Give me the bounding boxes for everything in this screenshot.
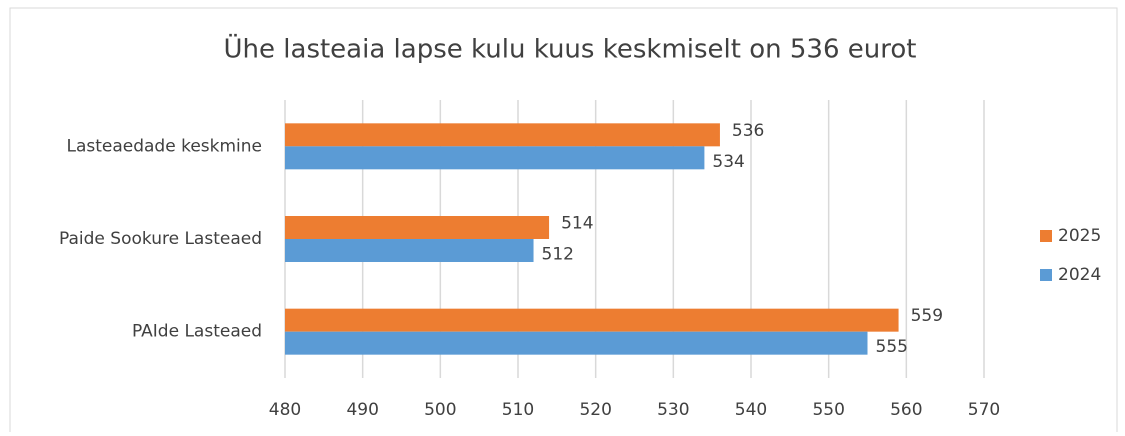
y-tick-label: Paide Sookure Lasteaed — [59, 229, 262, 249]
data-label: 514 — [561, 214, 593, 234]
bar — [285, 308, 899, 332]
x-tick-label: 490 — [346, 400, 378, 420]
bar — [285, 331, 868, 355]
bar — [285, 239, 534, 262]
x-tick-label: 560 — [890, 400, 922, 420]
legend-swatch — [1040, 230, 1052, 242]
legend-swatch — [1040, 269, 1052, 281]
bar — [285, 123, 720, 147]
bar — [285, 146, 705, 170]
data-label: 512 — [542, 245, 574, 265]
data-label: 534 — [712, 152, 744, 172]
data-label: 559 — [911, 306, 943, 326]
y-tick-label: PAIde Lasteaed — [132, 322, 262, 342]
x-tick-label: 530 — [657, 400, 689, 420]
x-tick-label: 540 — [735, 400, 767, 420]
y-tick-label: Lasteaedade keskmine — [66, 136, 262, 156]
legend-label: 2024 — [1058, 265, 1101, 285]
legend-label: 2025 — [1058, 226, 1101, 246]
data-label: 536 — [732, 121, 764, 141]
chart-title: Ühe lasteaia lapse kulu kuus keskmiselt … — [224, 33, 917, 65]
x-tick-label: 570 — [968, 400, 1000, 420]
bar — [285, 216, 550, 239]
x-tick-label: 480 — [269, 400, 301, 420]
x-tick-label: 510 — [502, 400, 534, 420]
x-tick-label: 550 — [812, 400, 844, 420]
x-tick-label: 520 — [579, 400, 611, 420]
x-tick-label: 500 — [424, 400, 456, 420]
chart-frame — [9, 7, 1118, 436]
data-label: 555 — [876, 337, 908, 357]
